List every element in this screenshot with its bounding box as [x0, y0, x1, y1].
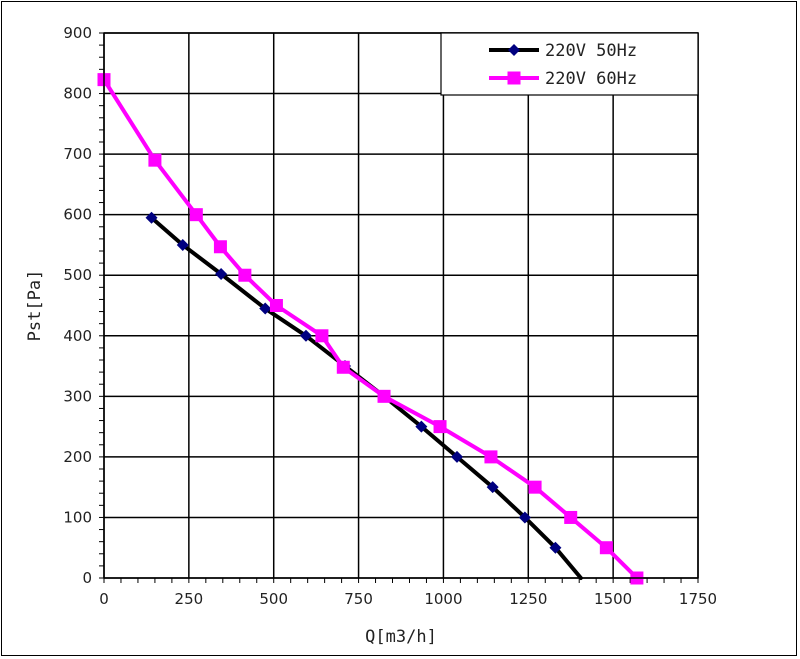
series-1-point	[299, 329, 312, 342]
series-1-point	[415, 420, 428, 433]
series-2-point	[564, 510, 578, 524]
series-2-point	[528, 480, 542, 494]
series-layer	[97, 73, 644, 585]
x-tick-label: 750	[344, 590, 373, 608]
series-2-point	[238, 268, 252, 282]
series-1-point	[215, 268, 228, 281]
y-axis-label: Pst[Pa]	[25, 270, 45, 342]
y-tick-label: 100	[63, 508, 92, 526]
axis-ticks: 0 250 500 750 1000 1250 1500 1750 0 100 200 300 400 5…	[63, 24, 717, 608]
series-1-point	[549, 541, 562, 554]
x-tick-label: 250	[175, 590, 204, 608]
x-tick-label: 1750	[679, 590, 717, 608]
y-tick-label: 700	[63, 145, 92, 163]
legend-box	[440, 32, 699, 96]
series-1-point	[259, 302, 272, 315]
legend: 220V 50Hz 220V 60Hz	[440, 32, 699, 96]
legend-marker-1	[508, 44, 520, 56]
series-2-point	[148, 153, 162, 167]
x-tick-label: 1500	[594, 590, 632, 608]
y-tick-label: 400	[63, 327, 92, 345]
x-tick-label: 1000	[424, 590, 462, 608]
y-tick-label: 900	[63, 24, 92, 42]
series-2-point	[484, 450, 498, 464]
series-2-point	[189, 208, 203, 222]
series-2-point	[377, 389, 391, 403]
series-1-point	[518, 511, 531, 524]
series-1-point	[145, 211, 158, 224]
series-2-point	[315, 329, 329, 343]
y-tick-label: 200	[63, 448, 92, 466]
series-line-1	[149, 215, 583, 580]
series-1-point	[451, 450, 464, 463]
legend-label-2: 220V 60Hz	[545, 69, 637, 89]
series-2-point	[433, 420, 447, 434]
series-1-point	[486, 481, 499, 494]
y-tick-label: 500	[63, 266, 92, 284]
legend-label-1: 220V 50Hz	[545, 41, 637, 61]
y-tick-label: 600	[63, 206, 92, 224]
legend-marker-2	[507, 71, 521, 85]
y-tick-label: 0	[82, 569, 92, 587]
x-axis-label: Q[m3/h]	[365, 627, 437, 647]
grid	[103, 32, 699, 579]
x-tick-label: 500	[259, 590, 288, 608]
series-2-point	[213, 240, 227, 254]
series-2-point	[599, 541, 613, 555]
series-2-point	[336, 360, 350, 374]
series-2-point	[269, 299, 283, 312]
x-tick-label: 0	[99, 590, 109, 608]
y-tick-label: 800	[63, 85, 92, 103]
y-tick-label: 300	[63, 387, 92, 405]
series-1-point	[176, 238, 189, 251]
plot-border	[103, 32, 699, 579]
x-tick-label: 1250	[509, 590, 547, 608]
